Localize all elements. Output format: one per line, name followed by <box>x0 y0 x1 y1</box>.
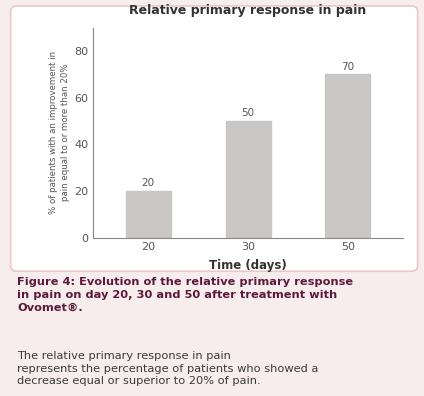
Bar <box>326 74 370 238</box>
Text: 20: 20 <box>142 178 155 188</box>
X-axis label: Time (days): Time (days) <box>209 259 287 272</box>
Text: Figure 4: Evolution of the relative primary response
in pain on day 20, 30 and 5: Figure 4: Evolution of the relative prim… <box>17 277 353 313</box>
Bar <box>126 191 170 238</box>
Text: The relative primary response in pain
represents the percentage of patients who : The relative primary response in pain re… <box>17 351 318 386</box>
Bar <box>226 121 271 238</box>
Text: 70: 70 <box>341 61 354 72</box>
Y-axis label: % of patients with an improvement in
pain equal to or more than 20%: % of patients with an improvement in pai… <box>49 51 70 214</box>
Title: Relative primary response in pain: Relative primary response in pain <box>129 4 367 17</box>
Text: 50: 50 <box>242 108 254 118</box>
